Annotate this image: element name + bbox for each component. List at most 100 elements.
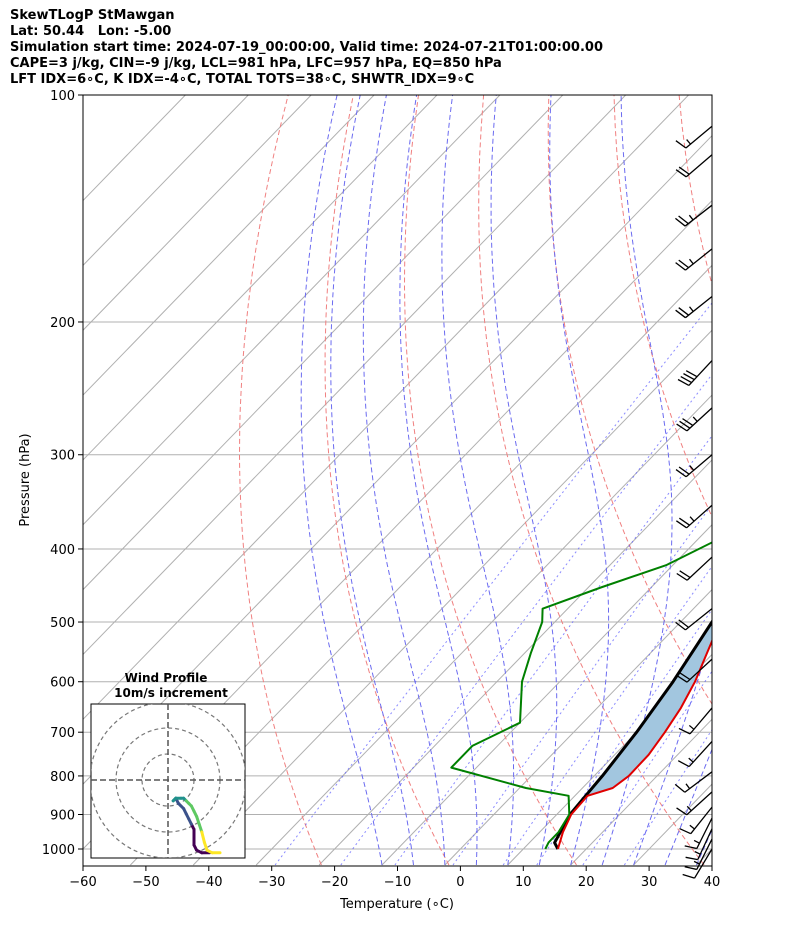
isotherm-line — [633, 783, 712, 866]
wind-barb-half — [693, 860, 700, 865]
y-tick-label: 200 — [50, 316, 75, 331]
mixing-ratio-line — [340, 373, 712, 866]
dewpoint-profile-line — [450, 541, 712, 850]
mixing-ratio-line — [536, 608, 712, 866]
wind-barb-full — [685, 856, 698, 861]
wind-barb-full — [684, 845, 697, 850]
x-tick-label: 0 — [456, 875, 464, 890]
wind-barb-full — [678, 215, 689, 225]
wind-barb-staff — [686, 407, 713, 432]
x-tick-label: −20 — [321, 875, 348, 890]
wind-barb-staff — [688, 740, 713, 768]
wind-barb-half — [689, 465, 695, 471]
wind-barb-full — [675, 262, 686, 271]
dry-adiabat-line — [238, 95, 322, 866]
location-line: Lat: 50.44 Lon: -5.00 — [10, 24, 172, 39]
wind-barb-full — [676, 423, 688, 432]
chart-title: SkewTLogP StMawgan — [10, 8, 175, 23]
moist-adiabat-line — [300, 95, 383, 866]
wind-barb — [675, 608, 713, 631]
wind-barb-staff — [696, 817, 713, 849]
x-tick-label: 20 — [578, 875, 595, 890]
wind-barb-staff — [685, 295, 713, 319]
dry-adiabat-line — [403, 95, 577, 866]
reference-line — [0, 95, 70, 865]
wind-barb-staff — [686, 658, 713, 683]
wind-barb — [684, 817, 713, 850]
wind-barb-staff — [693, 848, 713, 879]
wind-barb — [675, 454, 713, 478]
wind-barb — [675, 125, 713, 149]
mixing-ratio-line — [394, 434, 712, 866]
background-lines — [0, 95, 794, 866]
y-tick-label: 1000 — [42, 843, 75, 858]
wind-barb — [676, 504, 713, 529]
wind-barb-full — [678, 517, 690, 526]
moist-adiabat-line — [330, 95, 414, 866]
wind-barb-half — [689, 824, 695, 830]
wind-barb-full — [675, 169, 687, 178]
wind-barb-half — [686, 139, 691, 145]
wind-barb-full — [682, 418, 694, 427]
wind-barb-full — [674, 783, 686, 793]
moist-adiabat-line — [490, 95, 558, 866]
dry-adiabat-line — [478, 95, 705, 866]
x-axis-label: Temperature (∘C) — [339, 897, 454, 912]
wind-barb — [675, 204, 713, 227]
mixing-ratio-line — [582, 670, 712, 866]
wind-barb-half — [685, 783, 691, 790]
wind-barb-full — [684, 866, 697, 871]
wind-barb — [678, 707, 713, 735]
x-tick-label: 40 — [704, 875, 721, 890]
moist-adiabat-line — [601, 95, 673, 866]
y-tick-label: 900 — [50, 808, 75, 823]
cape-indices-line: CAPE=3 j/kg, CIN=-9 j/kg, LCL=981 hPa, L… — [10, 56, 502, 71]
wind-barb — [675, 295, 713, 319]
wind-barb — [679, 806, 713, 835]
series-layer — [450, 541, 712, 850]
wind-barb-full — [677, 378, 690, 387]
y-tick-label: 700 — [50, 726, 75, 741]
wind-barb-full — [675, 469, 687, 478]
isotherm-line — [83, 95, 627, 656]
wind-barb-full — [679, 827, 692, 835]
wind-barb-half — [692, 416, 698, 422]
wind-barb-half — [686, 805, 692, 812]
wind-barb-full — [675, 140, 687, 149]
isotherm-line — [444, 588, 712, 866]
dry-adiabat-line — [678, 95, 712, 287]
wind-barb-full — [679, 420, 691, 429]
wind-barb-full — [675, 309, 686, 319]
moist-adiabat-line — [696, 828, 712, 866]
wind-barb-half — [688, 724, 695, 730]
wind-barb-half — [688, 757, 694, 763]
y-tick-label: 600 — [50, 676, 75, 691]
wind-barb — [685, 828, 713, 861]
wind-barb — [682, 848, 713, 879]
wind-barb — [676, 791, 713, 816]
wind-barb-staff — [685, 248, 713, 271]
wind-barb-half — [688, 214, 694, 221]
x-tick-label: 30 — [641, 875, 658, 890]
y-axis-label: Pressure (hPa) — [18, 433, 33, 526]
wind-barb-staff — [696, 838, 713, 870]
wind-barb — [677, 740, 713, 768]
x-tick-label: 10 — [515, 875, 532, 890]
wind-barb — [677, 360, 713, 387]
moist-adiabat-line — [399, 95, 478, 865]
dry-adiabat-line — [324, 95, 450, 866]
wind-barb-staff — [684, 771, 713, 793]
hodograph-body — [91, 704, 245, 858]
mixing-ratio-line — [502, 565, 712, 866]
dry-adiabat-line — [744, 95, 794, 865]
wind-barb — [675, 154, 713, 178]
wind-barb-half — [689, 258, 694, 265]
wind-barb-full — [677, 760, 690, 768]
wind-barb-full — [678, 466, 690, 475]
wind-barb-half — [689, 306, 694, 312]
chart-header: SkewTLogP StMawgan Lat: 50.44 Lon: -5.00… — [10, 8, 603, 88]
x-tick-label: −40 — [195, 875, 222, 890]
isotherm-line — [759, 95, 794, 865]
hodograph — [90, 703, 246, 859]
